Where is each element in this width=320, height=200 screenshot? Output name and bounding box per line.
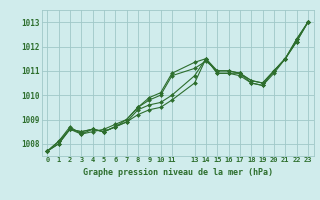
- X-axis label: Graphe pression niveau de la mer (hPa): Graphe pression niveau de la mer (hPa): [83, 168, 273, 177]
